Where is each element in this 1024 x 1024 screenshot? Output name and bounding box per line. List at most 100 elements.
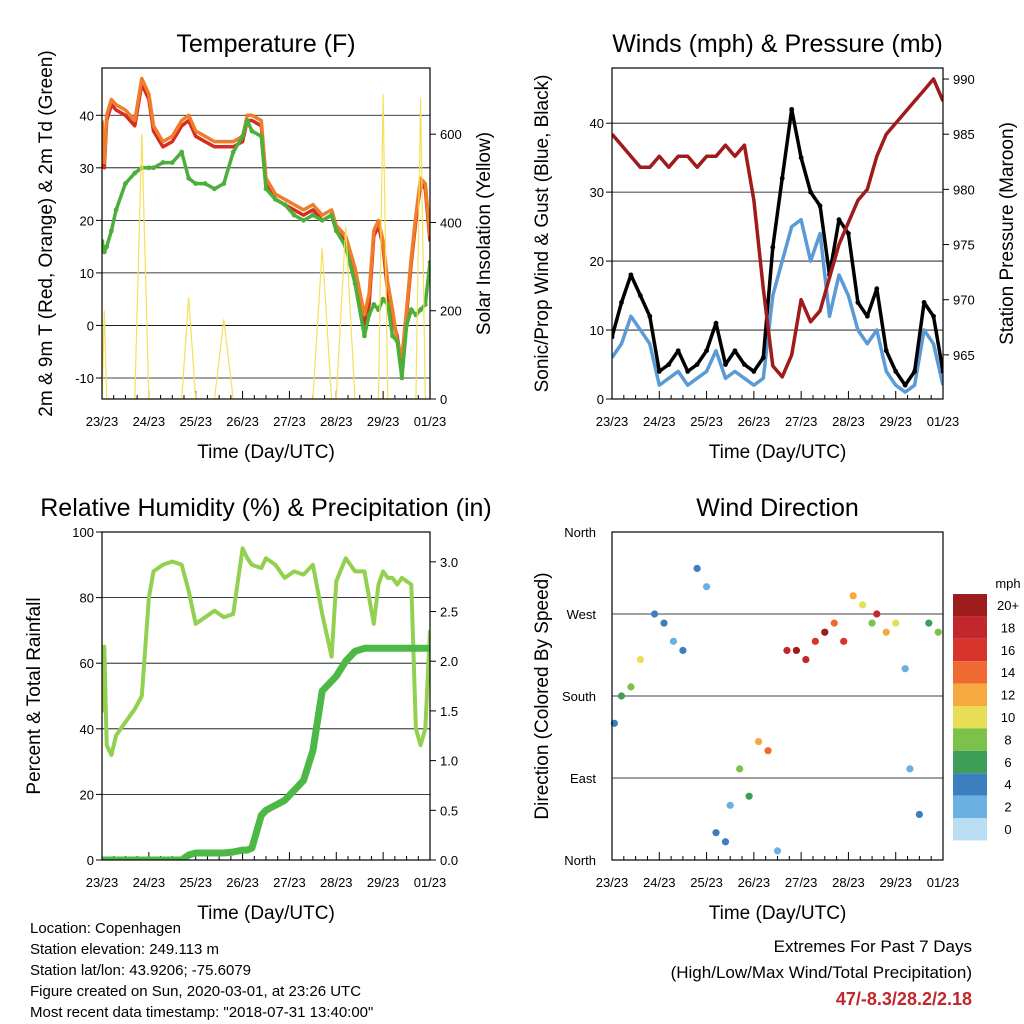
x-tick-label-2-4: 27/23 bbox=[273, 875, 306, 890]
x-tick-label-2-7: 01/23 bbox=[414, 875, 447, 890]
latlon-text: Station lat/lon: 43.9206; -75.6079 bbox=[30, 962, 252, 979]
speed-legend: mph 20+ 18 16 14 12 10 8 6 4 2 0 bbox=[953, 576, 1021, 841]
data-point-0-2-13 bbox=[186, 175, 192, 181]
data-point-1-1-5 bbox=[656, 369, 662, 374]
legend-swatch-8 bbox=[953, 773, 987, 796]
x-tick-label-0-7: 01/23 bbox=[414, 414, 447, 429]
y-axis-label-right-0: Solar Insolation (Yellow) bbox=[474, 132, 495, 335]
x-tick-label-2-6: 29/23 bbox=[367, 875, 400, 890]
data-point-0-2-16 bbox=[212, 186, 217, 192]
data-point-1-1-4 bbox=[647, 313, 653, 319]
data-point-1-1-20 bbox=[798, 155, 804, 161]
data-point-0-2-20 bbox=[244, 118, 250, 123]
y-axis-label-left-0: 2m & 9m T (Red, Orange) & 2m Td (Green) bbox=[36, 50, 57, 416]
data-point-0-2-1 bbox=[102, 249, 107, 255]
direction-point-32 bbox=[906, 765, 914, 773]
y-axis-label-right-1: Station Pressure (Maroon) bbox=[997, 122, 1018, 345]
direction-point-18 bbox=[783, 646, 791, 655]
data-point-0-2-29 bbox=[319, 217, 325, 223]
x-tick-label-0-5: 28/23 bbox=[320, 414, 353, 429]
data-point-0-2-23 bbox=[263, 186, 269, 192]
data-point-0-2-18 bbox=[230, 149, 236, 155]
y2-tick-label-2-2: 1.0 bbox=[440, 754, 458, 769]
winds-pressure-chart: Winds (mph) & Pressure (mb) Time (Day/UTC… bbox=[532, 30, 1018, 463]
x-tick-label-3-3: 26/23 bbox=[738, 875, 771, 890]
direction-point-4 bbox=[650, 610, 659, 618]
data-point-0-2-19 bbox=[240, 133, 245, 139]
data-point-0-2-25 bbox=[282, 202, 288, 208]
data-point-1-1-15 bbox=[751, 369, 757, 374]
data-point-1-1-30 bbox=[893, 369, 899, 374]
x-tick-label-1-3: 26/23 bbox=[738, 414, 771, 429]
legend-label-2: 16 bbox=[1001, 643, 1015, 658]
data-point-0-2-6 bbox=[132, 170, 138, 176]
y-tick-label-3-3: West bbox=[567, 607, 597, 622]
data-point-0-2-2 bbox=[104, 244, 110, 250]
x-tick-label-0-4: 27/23 bbox=[273, 414, 306, 429]
temperature-chart: Temperature (F) Time (Day/UTC) 2m & 9m T (… bbox=[36, 30, 495, 463]
direction-point-29 bbox=[882, 628, 890, 636]
humidity-precip-chart: Relative Humidity (%) & Precipitation (i… bbox=[24, 494, 492, 924]
data-point-0-2-11 bbox=[169, 160, 175, 165]
x-tick-label-0-2: 25/23 bbox=[179, 414, 212, 429]
data-point-0-2-34 bbox=[362, 333, 367, 339]
data-point-0-2-8 bbox=[146, 165, 152, 171]
location-text: Location: Copenhagen bbox=[30, 920, 181, 937]
direction-point-20 bbox=[802, 655, 810, 664]
x-tick-label-2-0: 23/23 bbox=[86, 875, 119, 890]
data-point-1-1-12 bbox=[723, 362, 728, 367]
recent-timestamp-text: Most recent data timestamp: "2018-07-31 … bbox=[30, 1004, 374, 1021]
data-point-0-2-42 bbox=[399, 375, 405, 381]
legend-swatch-3 bbox=[953, 661, 987, 684]
chart-title-0: Temperature (F) bbox=[176, 30, 355, 58]
direction-point-13 bbox=[736, 765, 744, 773]
data-point-1-1-34 bbox=[931, 313, 936, 319]
x-tick-label-0-0: 23/23 bbox=[86, 414, 119, 429]
data-point-1-1-19 bbox=[789, 106, 795, 112]
x-tick-label-0-3: 26/23 bbox=[226, 414, 259, 429]
data-point-0-2-5 bbox=[123, 181, 128, 186]
x-tick-label-3-1: 24/23 bbox=[643, 875, 676, 890]
x-tick-label-1-7: 01/23 bbox=[927, 414, 960, 429]
data-point-1-1-8 bbox=[685, 369, 691, 374]
x-tick-label-1-0: 23/23 bbox=[596, 414, 629, 429]
chart-title-1: Winds (mph) & Pressure (mb) bbox=[612, 30, 943, 58]
y2-tick-label-1-2: 975 bbox=[953, 238, 975, 253]
legend-label-9: 2 bbox=[1004, 800, 1011, 815]
data-point-0-2-43 bbox=[404, 323, 409, 328]
direction-point-1 bbox=[617, 692, 626, 700]
y-tick-label-3-0: North bbox=[564, 853, 596, 868]
data-point-0-2-12 bbox=[179, 149, 185, 155]
legend-label-7: 6 bbox=[1004, 755, 1011, 770]
y-tick-label-0-1: 0 bbox=[87, 318, 94, 333]
station-info: Location: Copenhagen Station elevation: … bbox=[30, 918, 373, 1023]
y-tick-label-0-0: -10 bbox=[75, 371, 94, 386]
created-text: Figure created on Sun, 2020-03-01, at 23… bbox=[30, 983, 362, 1000]
legend-label-3: 14 bbox=[1001, 665, 1015, 680]
legend-label-1: 18 bbox=[1001, 620, 1015, 635]
y-axis-label-left-1: Sonic/Prop Wind & Gust (Blue, Black) bbox=[532, 75, 553, 393]
direction-point-28 bbox=[873, 610, 881, 618]
data-point-0-2-10 bbox=[160, 160, 166, 165]
data-point-0-2-40 bbox=[390, 333, 395, 339]
legend-label-5: 10 bbox=[1001, 710, 1015, 725]
y-tick-label-0-3: 20 bbox=[80, 213, 94, 228]
data-point-0-2-36 bbox=[371, 302, 377, 307]
y2-tick-label-2-0: 0.0 bbox=[440, 853, 458, 868]
extremes-title: Extremes For Past 7 Days bbox=[773, 937, 972, 956]
direction-point-23 bbox=[830, 619, 838, 627]
chart-title-2: Relative Humidity (%) & Precipitation (i… bbox=[40, 494, 492, 522]
elevation-text: Station elevation: 249.113 m bbox=[30, 941, 220, 958]
direction-point-12 bbox=[726, 801, 734, 809]
direction-point-34 bbox=[925, 619, 933, 627]
y2-tick-label-1-3: 980 bbox=[953, 182, 975, 197]
direction-point-16 bbox=[764, 747, 772, 755]
direction-point-15 bbox=[754, 737, 763, 746]
data-point-1-1-1 bbox=[619, 300, 624, 305]
plot-frame-1 bbox=[611, 67, 944, 400]
data-point-1-1-18 bbox=[779, 175, 785, 181]
x-tick-label-2-3: 26/23 bbox=[226, 875, 259, 890]
y2-tick-label-1-4: 985 bbox=[953, 127, 975, 142]
x-axis-label-1: Time (Day/UTC) bbox=[709, 442, 847, 463]
x-axis-label-0: Time (Day/UTC) bbox=[197, 442, 335, 463]
